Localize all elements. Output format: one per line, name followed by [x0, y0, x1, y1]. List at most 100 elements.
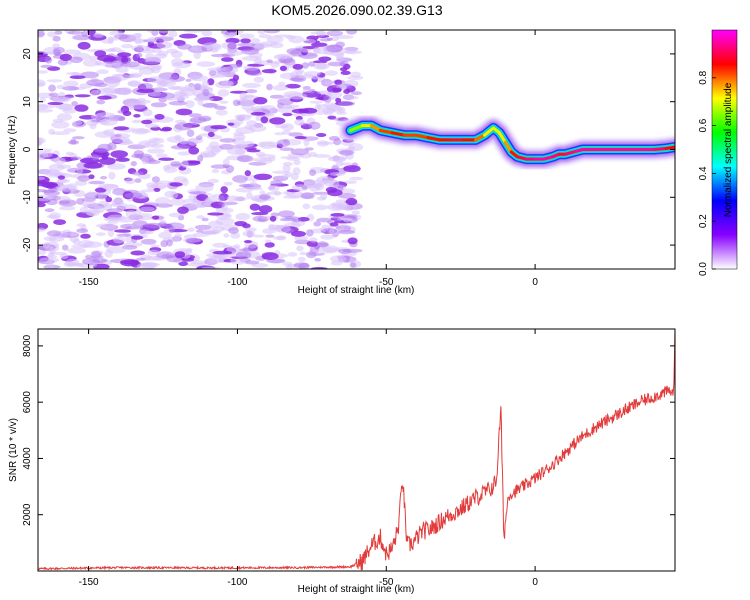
noise-blob	[211, 168, 220, 174]
x-tick-label: 0	[532, 577, 538, 588]
noise-blob	[298, 256, 306, 262]
noise-blob	[276, 106, 297, 114]
noise-blob	[316, 196, 326, 201]
noise-blob	[265, 239, 272, 243]
noise-blob	[343, 165, 361, 173]
noise-blob	[168, 225, 175, 234]
noise-blob	[127, 80, 142, 87]
noise-blob	[56, 178, 70, 184]
noise-blob	[59, 53, 72, 62]
noise-blob	[322, 245, 340, 253]
noise-blob	[315, 62, 327, 69]
noise-blob	[106, 220, 119, 224]
noise-blob	[147, 249, 161, 256]
noise-blob	[48, 84, 56, 92]
noise-blob	[38, 151, 49, 159]
noise-blob	[261, 252, 279, 260]
noise-blob	[306, 229, 314, 237]
noise-blob	[91, 154, 100, 161]
noise-blob	[279, 65, 287, 72]
noise-blob	[268, 184, 280, 192]
noise-blob	[142, 108, 153, 117]
noise-blob	[342, 95, 359, 100]
noise-blob	[309, 169, 317, 176]
noise-blob	[134, 37, 142, 45]
noise-blob	[311, 123, 321, 128]
noise-blob	[131, 171, 144, 176]
noise-blob	[151, 176, 160, 183]
noise-blob	[177, 206, 189, 214]
noise-blob	[302, 38, 317, 44]
noise-blob	[150, 244, 160, 248]
noise-blob	[107, 142, 117, 151]
noise-blob	[196, 215, 205, 219]
noise-blob	[230, 257, 247, 265]
noise-blob	[131, 235, 144, 240]
noise-blob	[237, 42, 256, 47]
noise-blob	[310, 76, 321, 80]
noise-blob	[188, 191, 207, 195]
noise-blob	[329, 179, 340, 188]
snr-y-label: SNR (10 * v/v)	[8, 418, 19, 482]
noise-blob	[187, 138, 199, 146]
noise-blob	[88, 174, 95, 180]
noise-blob	[284, 216, 300, 220]
noise-blob	[100, 176, 108, 180]
noise-blob	[309, 100, 323, 104]
noise-blob	[96, 87, 115, 95]
noise-blob	[223, 233, 230, 238]
snr-y-axis: 2000 4000 6000 8000	[22, 334, 675, 526]
noise-blob	[45, 262, 55, 269]
noise-blob	[207, 78, 215, 86]
noise-blob	[170, 191, 179, 199]
noise-blob	[117, 52, 132, 58]
noise-blob	[266, 191, 283, 195]
noise-blob	[217, 71, 229, 77]
noise-blob	[113, 236, 126, 244]
noise-blob	[212, 250, 233, 255]
noise-blob	[201, 266, 222, 269]
x-tick-label: -50	[379, 277, 394, 288]
noise-blob	[191, 75, 209, 82]
noise-blob	[38, 182, 55, 187]
noise-blob	[136, 262, 155, 269]
noise-blob	[90, 251, 102, 259]
noise-blob	[253, 173, 272, 180]
noise-blob	[111, 136, 130, 144]
noise-blob	[136, 97, 146, 102]
noise-blob	[63, 80, 79, 88]
noise-blob	[62, 86, 79, 91]
ridge-core-segment	[572, 148, 585, 154]
ridge-core-segment	[390, 131, 406, 137]
noise-blob	[174, 251, 186, 258]
noise-blob	[124, 192, 143, 199]
noise-blob	[72, 136, 85, 140]
noise-blob	[335, 41, 346, 48]
ridge-core-segment	[474, 133, 486, 142]
noise-blob	[130, 250, 145, 256]
noise-blob	[343, 89, 351, 94]
noise-blob	[72, 34, 92, 41]
ridge-core-segment	[414, 133, 430, 140]
noise-blob	[265, 234, 275, 238]
noise-blob	[302, 86, 311, 90]
noise-blob	[273, 54, 288, 60]
ridge-core-segment	[483, 126, 495, 137]
noise-blob	[244, 260, 260, 265]
noise-blob	[232, 99, 241, 107]
noise-blob	[188, 113, 202, 118]
noise-blob	[207, 67, 225, 72]
noise-blob	[39, 97, 46, 103]
noise-blob	[210, 146, 221, 155]
noise-blob	[136, 88, 155, 94]
noise-blob	[320, 234, 335, 240]
noise-blob	[73, 120, 83, 126]
noise-blob	[44, 56, 53, 64]
noise-blob	[221, 41, 238, 50]
snr-series-line	[38, 329, 675, 571]
noise-blob	[156, 251, 175, 259]
noise-blob	[121, 44, 134, 49]
noise-blob	[309, 237, 318, 243]
noise-blob	[250, 111, 266, 116]
noise-blob	[202, 103, 218, 108]
